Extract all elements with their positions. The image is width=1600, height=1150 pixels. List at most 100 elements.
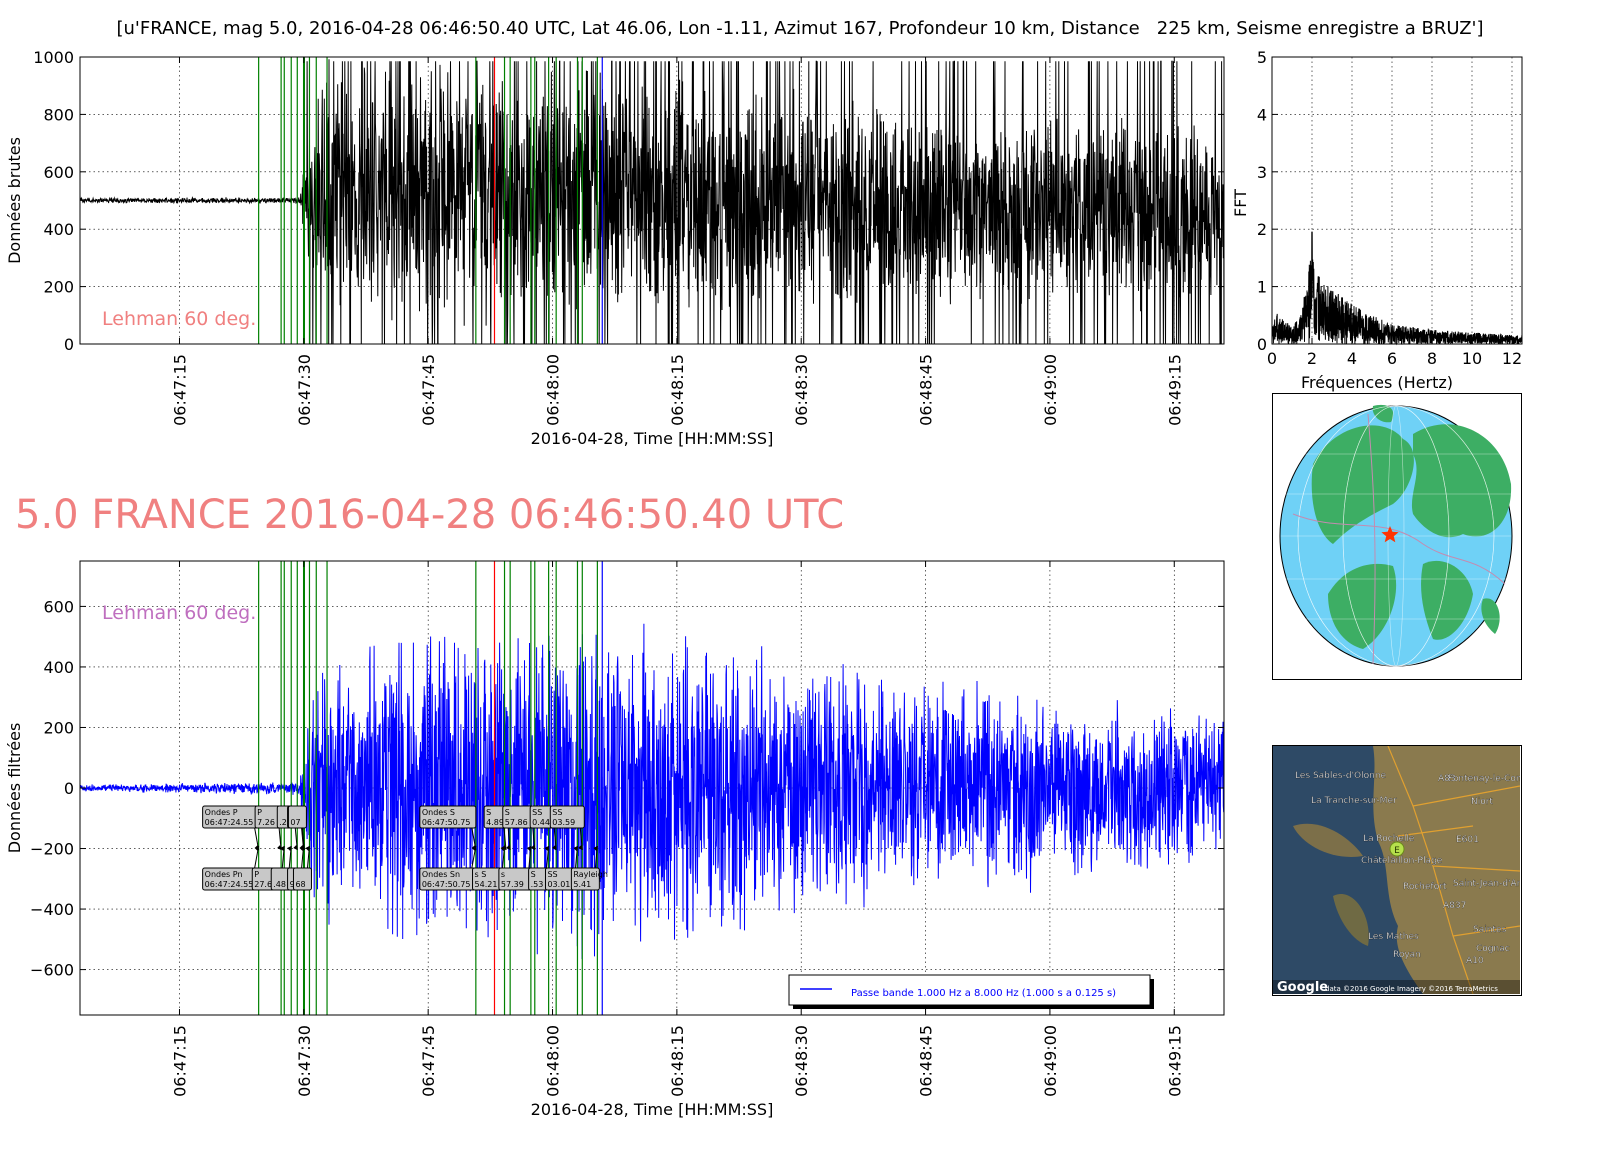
phase-label-time: 68	[295, 880, 305, 889]
phase-label-time: 07	[290, 818, 300, 827]
x-tick-label: 6	[1387, 349, 1397, 368]
phase-label-arrow	[281, 845, 285, 869]
phase-label-time: 57.39	[501, 880, 524, 889]
phase-label-arrow	[553, 827, 557, 851]
road	[1452, 925, 1521, 937]
phase-label-arrow	[254, 827, 260, 851]
map-place-label: A10	[1466, 956, 1484, 966]
phase-label-arrow	[254, 845, 260, 869]
phase-label-bottom: 68	[292, 845, 312, 891]
phase-label-name: SS	[547, 870, 557, 879]
arrow-head	[299, 846, 304, 851]
y-tick-label: 2	[1257, 220, 1267, 239]
globe-land	[1421, 560, 1473, 640]
phase-label-name: Ondes P	[205, 808, 238, 817]
y-tick-label: 400	[43, 220, 74, 239]
x-tick-label: 06:47:30	[295, 1025, 314, 1097]
x-tick-label: 06:49:15	[1165, 354, 1184, 426]
phase-label-arrow	[594, 845, 598, 869]
arrow-head	[552, 845, 557, 850]
phase-label-name: S	[505, 808, 510, 817]
arrow-head	[544, 846, 549, 851]
epicenter-marker-icon	[1389, 841, 1405, 857]
phase-label-arrow	[278, 827, 282, 851]
map-place-label: A83	[1438, 774, 1456, 784]
x-tick-label: 4	[1347, 349, 1357, 368]
island-oleron	[1333, 894, 1369, 946]
arrow-head	[277, 845, 282, 850]
plot-frame	[79, 56, 1225, 345]
phase-label-arrow	[502, 845, 506, 869]
phase-label-box	[419, 805, 477, 829]
arrow-head	[293, 845, 298, 850]
phase-label-top: Ondes P06:47:24.55	[202, 805, 260, 851]
map-place-label: E601	[1456, 835, 1479, 845]
phase-label-top: Ondes S06:47:50.75	[419, 805, 477, 851]
legend: Passe bande 1.000 Hz a 8.000 Hz (1.000 s…	[788, 974, 1154, 1009]
x-tick-label: 06:48:15	[668, 354, 687, 426]
phase-label-name: SS	[532, 808, 542, 817]
phase-label-time: 0.44	[532, 818, 550, 827]
phase-label-name: s S	[475, 870, 487, 879]
y-tick-label: −200	[30, 840, 74, 859]
y-tick-label: −600	[30, 961, 74, 980]
event-headline: 5.0 FRANCE 2016-04-28 06:46:50.40 UTC	[15, 492, 845, 538]
y-tick-label: 400	[43, 658, 74, 677]
phase-label-time: .21	[279, 818, 292, 827]
map-place-label: A837	[1443, 901, 1466, 911]
x-axis-label: 2016-04-28, Time [HH:MM:SS]	[531, 429, 774, 448]
chart-annotation: Lehman 60 deg.	[102, 308, 256, 330]
road	[1397, 825, 1474, 837]
raw-seismogram-chart: 06:47:15 06:47:30 06:47:45 06:48:00 06:48:15…	[5, 48, 1225, 448]
phase-label-time: 54.21	[475, 880, 498, 889]
plate-boundary	[1367, 413, 1376, 665]
phase-label-time: 27.64	[254, 880, 277, 889]
y-axis-label: Données filtrées	[5, 723, 24, 854]
phase-label-box	[292, 867, 312, 891]
phase-label-time: 06:47:24.55	[205, 818, 254, 827]
arrow-head	[530, 845, 535, 850]
legend-label: Passe bande 1.000 Hz a 8.000 Hz (1.000 s…	[851, 988, 1116, 999]
x-tick-label: 06:49:00	[1041, 1025, 1060, 1097]
arrow-head	[526, 846, 531, 851]
phase-label-box	[287, 805, 307, 829]
fft-trace	[1271, 231, 1523, 346]
x-tick-label: 06:48:00	[544, 354, 563, 426]
x-tick-label: 06:47:15	[170, 354, 189, 426]
x-tick-label: 06:47:15	[170, 1025, 189, 1097]
phase-label-name: Ondes Sn	[422, 870, 460, 879]
y-tick-label: 200	[43, 718, 74, 737]
phase-label-name: P	[257, 808, 262, 817]
x-tick-label: 06:48:45	[917, 1025, 936, 1097]
waveform-trace	[80, 59, 1224, 344]
map-place-label: La Rochelle	[1363, 834, 1415, 844]
map-place-label: Niort	[1471, 797, 1493, 807]
island-re	[1293, 823, 1363, 857]
phase-label-time: 06:47:50.75	[422, 880, 471, 889]
phase-label-arrow	[301, 827, 305, 851]
x-tick-label: 06:49:00	[1041, 354, 1060, 426]
y-tick-label: 5	[1257, 48, 1267, 67]
x-tick-label: 06:47:30	[295, 354, 314, 426]
phase-label-time: .48	[273, 880, 286, 889]
x-tick-label: 06:48:30	[792, 1025, 811, 1097]
phase-label-bottom: s57.39	[498, 845, 534, 891]
chart-annotation: Lehman 60 deg.	[102, 602, 256, 624]
map-credit: data ©2016 Google Imagery ©2016 TerraMet…	[1325, 985, 1498, 993]
phase-label-name: s	[501, 870, 505, 879]
arrow-head	[573, 846, 578, 851]
phase-label-arrow	[306, 845, 310, 869]
map-place-label: La Tranche-sur-Mer	[1311, 796, 1397, 806]
phase-label-arrow	[294, 827, 298, 851]
map-place-label: Châtelaillon-Plage	[1361, 856, 1443, 866]
arrow-head	[471, 846, 476, 851]
plate-boundary	[1292, 513, 1506, 585]
phase-label-time: 57.86	[505, 818, 528, 827]
phase-label-time: 03.59	[552, 818, 575, 827]
x-tick-label: 06:48:45	[917, 354, 936, 426]
x-axis-label: 2016-04-28, Time [HH:MM:SS]	[531, 1100, 774, 1119]
